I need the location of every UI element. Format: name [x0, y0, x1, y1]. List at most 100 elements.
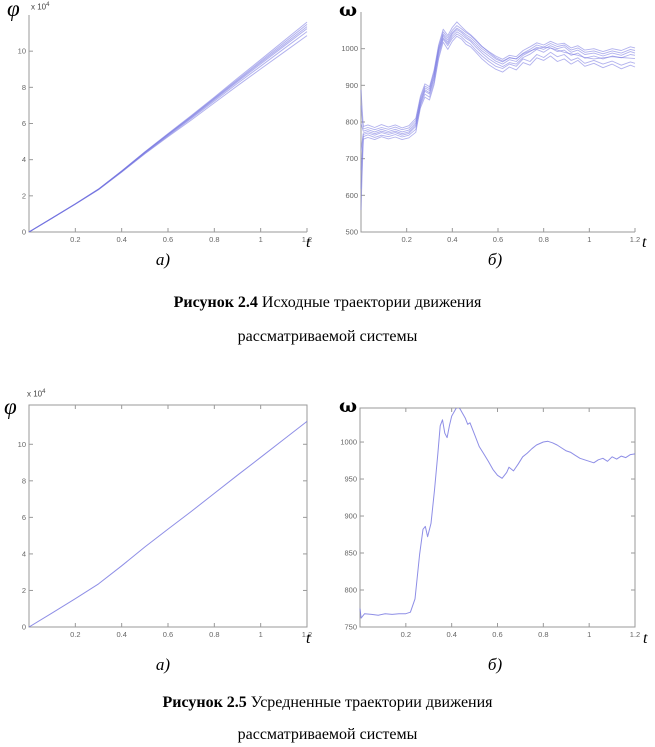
- chart-initial-omega: 0.2 0.4 0.6 0.8 1 1.2 500 600 700 800 900 1000: [325, 0, 655, 246]
- y-tick-label: 0: [22, 228, 26, 237]
- trajectory-line: [360, 31, 636, 171]
- x-tick-label: 0.4: [116, 630, 126, 639]
- y-tick-label: 6: [22, 119, 26, 128]
- omega-axis-label: ω: [339, 395, 358, 417]
- y-tick-label: 0: [22, 623, 26, 632]
- caption-figure-2-5-line2: рассматриваемой системы: [237, 726, 418, 743]
- y-tick-label: 600: [345, 191, 358, 200]
- y-tick-label: 900: [345, 81, 358, 90]
- y-tick-label: 900: [344, 512, 357, 521]
- axes-box: [28, 404, 308, 628]
- y-tick-label: 4: [22, 155, 26, 164]
- y-tick-label: 6: [22, 513, 26, 522]
- y-tick-label: 8: [22, 83, 26, 92]
- figure-2-5b: ω 0.2 0.4 0.6 0.8 1 1.2 750 800 850 900 950 1000 t …: [325, 380, 655, 690]
- x-tick-label: 0.4: [446, 630, 456, 639]
- trajectory-line: [360, 25, 636, 131]
- trajectory-line: [28, 21, 308, 232]
- axes: [28, 15, 307, 233]
- y-tick-label: 850: [344, 549, 357, 558]
- x-tick-label: 1: [587, 235, 591, 244]
- phi-axis-label: φ: [4, 394, 17, 419]
- y-tick-label: 1000: [341, 44, 358, 53]
- x-tick-label: 0.6: [492, 630, 502, 639]
- caption-figure-2-5-line1: Рисунок 2.5 Усредненные траектории движе…: [0, 693, 655, 713]
- x-tick-label: 0.6: [163, 235, 173, 244]
- x-tick-label: 0.8: [538, 235, 548, 244]
- y-tick-label: 1000: [340, 438, 357, 447]
- x-tick-label: 1: [259, 235, 263, 244]
- fig24b-plot: 0.2 0.4 0.6 0.8 1 1.2 500 600 700 800 900 1000: [341, 12, 640, 244]
- x-tick-label: 0.8: [538, 630, 548, 639]
- x-tick-label: 0.6: [163, 630, 173, 639]
- x-tick-label: 0.8: [209, 235, 219, 244]
- axes: [360, 12, 635, 233]
- fig25a-plot: 0.2 0.4 0.6 0.8 1 1.2 0 2 4 6 8 10: [18, 404, 312, 639]
- t-axis-label: t: [642, 234, 647, 251]
- chart-initial-phi: 0.2 0.4 0.6 0.8 1 1.2 0 2 4 6 8 10: [0, 0, 330, 246]
- x-tick-label: 0.8: [209, 630, 219, 639]
- x-tick-label: 0.6: [493, 235, 503, 244]
- sublabel-b: б): [487, 655, 503, 674]
- y-tick-label: 8: [22, 476, 26, 485]
- fig24a-plot: 0.2 0.4 0.6 0.8 1 1.2 0 2 4 6 8 10: [18, 15, 312, 244]
- x-tick-label: 1.2: [302, 630, 312, 639]
- exponent-sup: 4: [42, 389, 46, 395]
- y-exponent-label: x 104: [31, 2, 49, 12]
- caption-figure-2-4-line1: Рисунок 2.4 Исходные траектории движения: [0, 293, 655, 313]
- y-tick-label: 950: [344, 475, 357, 484]
- y-tick-label: 750: [344, 623, 357, 632]
- axes-box: [359, 407, 636, 628]
- x-tick-label: 1.2: [302, 235, 312, 244]
- x-tick-label: 0.2: [401, 235, 411, 244]
- figure-2-4b: ω 0.2 0.4 0.6 0.8 1 1.2 500 600 700 800 900 1000 t …: [325, 0, 655, 285]
- trajectory-line: [359, 408, 636, 619]
- figure-2-5a: x 104 φ 0.2 0.4 0.6 0.8 1 1.2 0 2 4 6 8 10 t а): [0, 380, 330, 690]
- trajectory-line: [360, 35, 636, 211]
- omega-axis-label: ω: [339, 0, 358, 21]
- t-axis-label: t: [306, 630, 311, 647]
- x-tick-label: 1: [259, 630, 263, 639]
- fig25b-plot: 0.2 0.4 0.6 0.8 1 1.2 750 800 850 900 950 1000: [340, 407, 640, 639]
- caption-text: Усредненные траектории движения: [246, 694, 493, 711]
- x-tick-label: 0.4: [116, 235, 126, 244]
- x-tick-label: 0.4: [447, 235, 457, 244]
- x-tick-label: 0.2: [70, 235, 80, 244]
- trajectory-line: [28, 421, 308, 627]
- sublabel-a: а): [155, 250, 171, 269]
- chart-averaged-omega: 0.2 0.4 0.6 0.8 1 1.2 750 800 850 900 950 1000: [325, 380, 655, 642]
- trajectory-line: [360, 27, 636, 133]
- trajectory-line: [360, 21, 636, 129]
- t-axis-label: t: [643, 630, 648, 647]
- sublabel-a: а): [155, 655, 171, 674]
- y-exponent-label: x 104: [27, 389, 45, 399]
- exponent-prefix: x 10: [27, 389, 43, 399]
- trajectory-line: [360, 29, 636, 151]
- caption-figure-2-4-line2: рассматриваемой системы: [237, 328, 418, 345]
- y-tick-label: 2: [22, 586, 26, 595]
- caption-text: Исходные траектории движения: [257, 294, 482, 311]
- y-tick-label: 800: [344, 586, 357, 595]
- y-tick-label: 4: [22, 549, 26, 558]
- exponent-prefix: x 10: [31, 2, 47, 12]
- y-tick-label: 2: [22, 191, 26, 200]
- x-tick-label: 0.2: [70, 630, 80, 639]
- x-tick-label: 1.2: [630, 630, 640, 639]
- y-tick-label: 500: [345, 228, 358, 237]
- trajectory-line: [28, 31, 308, 232]
- y-tick-label: 700: [345, 154, 358, 163]
- figure-2-4a: φ x 104 0.2 0.4 0.6 0.8 1 1.2 0 2 4 6 8 10 t а): [0, 0, 330, 285]
- exponent-sup: 4: [46, 2, 50, 8]
- chart-averaged-phi: 0.2 0.4 0.6 0.8 1 1.2 0 2 4 6 8 10: [0, 380, 330, 642]
- t-axis-label: t: [306, 234, 311, 251]
- caption-number: Рисунок 2.5: [162, 694, 247, 711]
- x-tick-label: 1: [587, 630, 591, 639]
- x-tick-label: 1.2: [630, 235, 640, 244]
- x-tick-label: 0.2: [401, 630, 411, 639]
- y-tick-label: 10: [18, 47, 26, 56]
- phi-axis-label: φ: [7, 0, 20, 21]
- caption-number: Рисунок 2.4: [173, 294, 258, 311]
- sublabel-b: б): [487, 250, 503, 269]
- trajectory-line: [360, 33, 636, 189]
